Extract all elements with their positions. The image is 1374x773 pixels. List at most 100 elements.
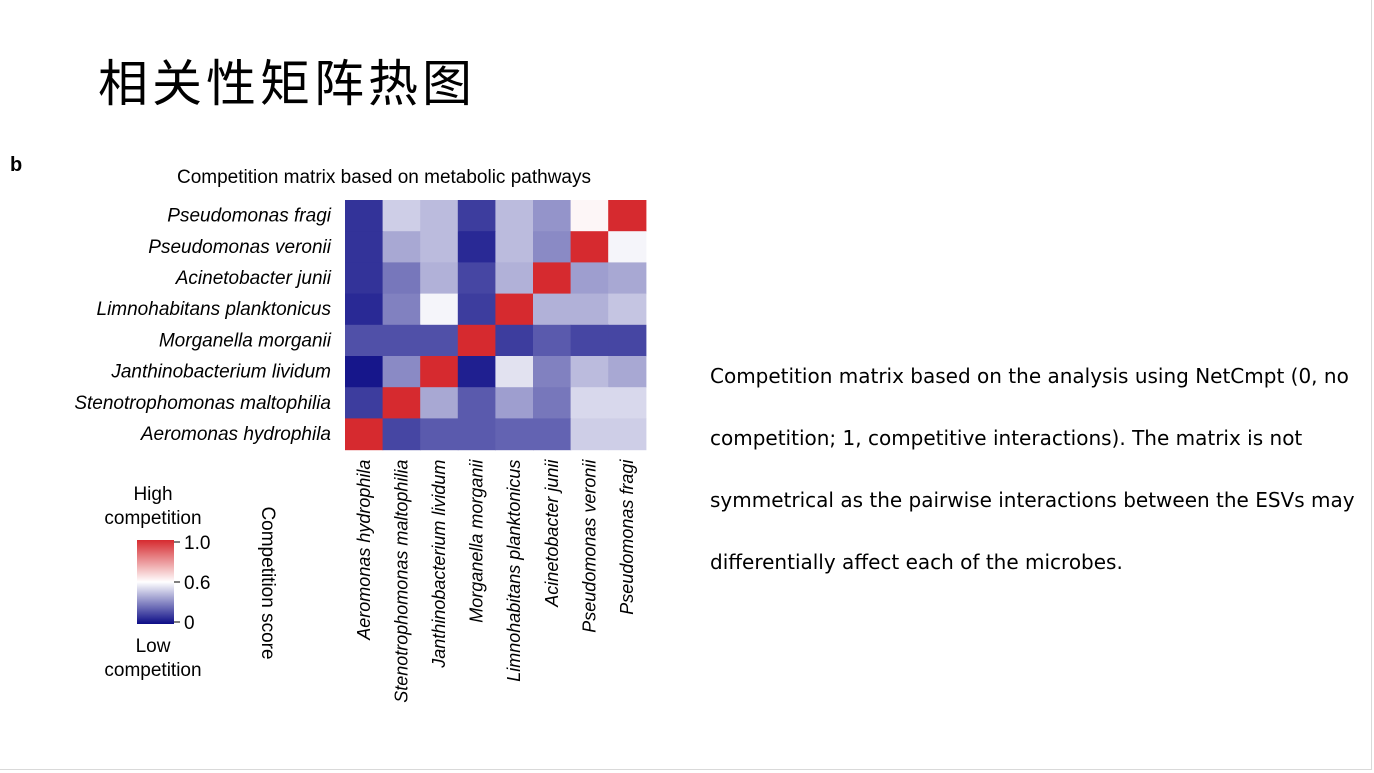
heatmap-cell xyxy=(608,231,647,263)
heatmap-cell xyxy=(345,293,384,326)
heatmap-cell xyxy=(457,293,496,326)
column-label: Morganella morganii xyxy=(467,459,487,623)
heatmap-cell xyxy=(608,324,647,357)
heatmap-cell xyxy=(533,231,572,263)
heatmap-cell xyxy=(495,200,534,232)
heatmap-cell xyxy=(420,262,459,295)
column-label: Pseudomonas fragi xyxy=(617,459,637,615)
heatmap-cell xyxy=(570,231,609,263)
heatmap-cell xyxy=(457,387,496,419)
heatmap-cell xyxy=(457,418,496,451)
row-label: Aeromonas hydrophila xyxy=(140,424,331,445)
colorbar-gradient xyxy=(137,540,174,624)
heatmap-cell xyxy=(495,418,534,451)
colorbar-low-label: competition xyxy=(104,660,201,681)
heatmap-cell xyxy=(457,200,496,232)
heatmap-cell xyxy=(495,387,534,419)
colorbar-tick-label: 1.0 xyxy=(184,533,210,554)
heatmap-cell xyxy=(533,387,572,419)
column-label: Acinetobacter junii xyxy=(542,459,562,608)
row-label: Pseudomonas fragi xyxy=(167,206,331,227)
heatmap-cell xyxy=(420,387,459,419)
row-label: Morganella morganii xyxy=(159,330,332,351)
heatmap-cell xyxy=(457,356,496,388)
description-text: Competition matrix based on the analysis… xyxy=(710,330,1372,609)
heatmap-cells xyxy=(345,200,647,451)
heatmap-cell xyxy=(382,200,421,232)
heatmap-cell xyxy=(608,262,647,295)
heatmap-cell xyxy=(420,293,459,326)
heatmap-cell xyxy=(457,324,496,357)
heatmap-cell xyxy=(570,293,609,326)
column-label: Janthinobacterium lividum xyxy=(429,460,449,669)
heatmap-cell xyxy=(457,262,496,295)
heatmap-cell xyxy=(345,356,384,388)
heatmap-cell xyxy=(345,200,384,232)
heatmap-cell xyxy=(608,418,647,451)
heatmap-cell xyxy=(495,262,534,295)
heatmap-cell xyxy=(533,293,572,326)
heatmap-cell xyxy=(382,324,421,357)
column-label: Pseudomonas veronii xyxy=(579,459,599,633)
column-label: Stenotrophomonas maltophilia xyxy=(391,460,411,703)
heatmap-cell xyxy=(420,356,459,388)
heatmap-cell xyxy=(382,231,421,263)
colorbar-low-label: Low xyxy=(136,636,171,657)
column-label: Limnohabitans planktonicus xyxy=(504,460,524,682)
heatmap-cell xyxy=(345,262,384,295)
heatmap-cell xyxy=(608,200,647,232)
colorbar-high-label: competition xyxy=(104,508,201,529)
heatmap-cell xyxy=(345,231,384,263)
row-labels: Pseudomonas fragi Pseudomonas veronii Acin… xyxy=(74,206,331,445)
heatmap-cell xyxy=(533,262,572,295)
heatmap-cell xyxy=(345,324,384,357)
chart-title: Competition matrix based on metabolic pa… xyxy=(177,167,591,188)
heatmap-cell xyxy=(382,387,421,419)
row-label: Janthinobacterium lividum xyxy=(110,362,331,383)
heatmap-cell xyxy=(495,231,534,263)
colorbar-tick-label: 0.6 xyxy=(184,573,210,594)
heatmap-cell xyxy=(420,200,459,232)
heatmap-cell xyxy=(457,231,496,263)
row-label: Pseudomonas veronii xyxy=(148,237,331,258)
colorbar-axis-label: Competition score xyxy=(257,506,278,659)
heatmap-cell xyxy=(570,200,609,232)
description-line: symmetrical as the pairwise interactions… xyxy=(710,488,1355,512)
heatmap-cell xyxy=(495,324,534,357)
heatmap-cell xyxy=(345,418,384,451)
heatmap-cell xyxy=(495,293,534,326)
heatmap-cell xyxy=(533,418,572,451)
description-line: competition; 1, competitive interactions… xyxy=(710,426,1303,450)
heatmap-cell xyxy=(382,356,421,388)
colorbar-high-label: High xyxy=(133,484,172,505)
heatmap-cell xyxy=(345,387,384,419)
heatmap-cell xyxy=(382,262,421,295)
competition-heatmap: Competition matrix based on metabolic pa… xyxy=(74,167,647,703)
heatmap-cell xyxy=(608,356,647,388)
column-labels: Aeromonas hydrophila Stenotrophomonas mal… xyxy=(354,459,637,703)
heatmap-cell xyxy=(533,356,572,388)
row-label: Acinetobacter junii xyxy=(175,268,332,289)
heatmap-cell xyxy=(382,293,421,326)
heatmap-cell xyxy=(533,324,572,357)
colorbar-tick-label: 0 xyxy=(184,613,195,634)
heatmap-cell xyxy=(570,387,609,419)
panel-letter: b xyxy=(10,154,23,176)
heatmap-cell xyxy=(420,231,459,263)
heatmap-cell xyxy=(570,356,609,388)
heatmap-cell xyxy=(420,418,459,451)
column-label: Aeromonas hydrophila xyxy=(354,460,374,641)
row-label: Stenotrophomonas maltophilia xyxy=(74,393,331,414)
heatmap-cell xyxy=(533,200,572,232)
heatmap-cell xyxy=(495,356,534,388)
heatmap-cell xyxy=(420,324,459,357)
heatmap-cell xyxy=(608,293,647,326)
row-label: Limnohabitans planktonicus xyxy=(97,299,332,320)
description-line: differentially affect each of the microb… xyxy=(710,550,1123,574)
heatmap-cell xyxy=(570,324,609,357)
heatmap-cell xyxy=(570,262,609,295)
colorbar: High competition Low competition 1.0 0.6 0 Comp… xyxy=(104,484,278,681)
slide-title: 相关性矩阵热图 xyxy=(98,55,476,113)
heatmap-cell xyxy=(570,418,609,451)
